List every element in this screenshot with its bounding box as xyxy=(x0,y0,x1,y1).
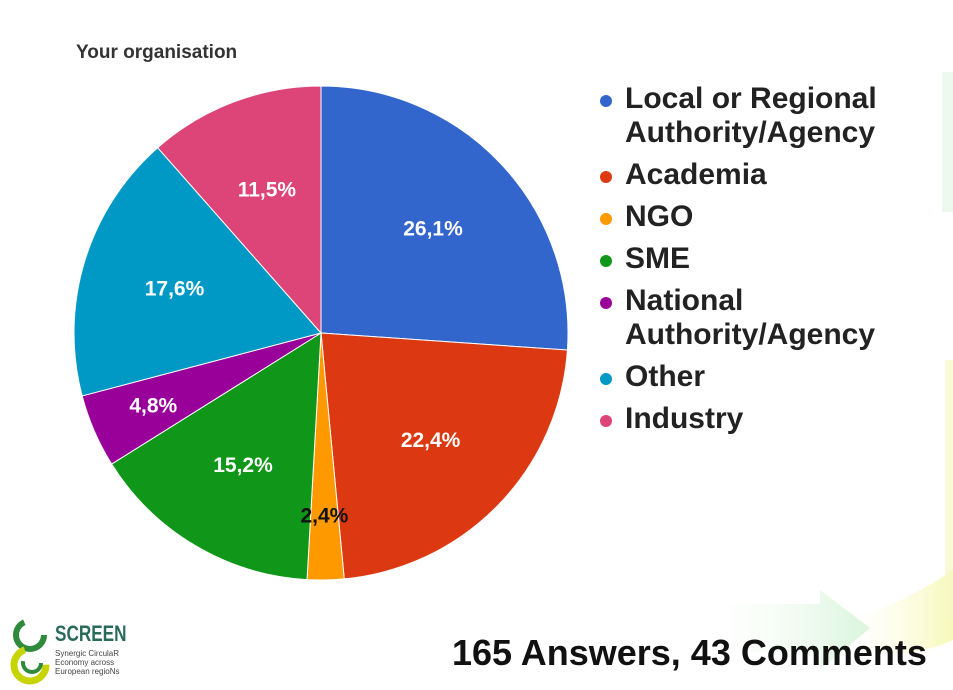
answers-summary: 165 Answers, 43 Comments xyxy=(452,632,927,673)
legend-color-dot xyxy=(600,95,612,107)
chart-title: Your organisation xyxy=(76,42,238,63)
legend-label: Other xyxy=(625,360,706,393)
legend-item: SME xyxy=(598,242,918,276)
legend-label: Industry xyxy=(625,402,744,435)
legend: Local or Regional Authority/Agency Academi… xyxy=(598,82,918,444)
legend-label: NGO xyxy=(625,200,694,233)
slice-value-label: 22,4% xyxy=(401,429,461,452)
logo-tagline-line: European regioNs xyxy=(55,667,120,676)
legend-label-line2: Authority/Agency xyxy=(625,116,876,149)
pie-slice xyxy=(156,85,322,335)
slice-value-label: 15,2% xyxy=(213,454,273,477)
pie-slice xyxy=(110,332,322,581)
legend-color-dot xyxy=(600,213,612,225)
legend-item: Academia xyxy=(598,158,918,192)
yellow-band-decoration xyxy=(850,570,953,654)
slice-value-label: 11,5% xyxy=(238,179,297,202)
legend-label: SME xyxy=(625,242,691,275)
legend-item: NGO xyxy=(598,200,918,234)
legend-label: National xyxy=(625,284,744,317)
legend-color-dot xyxy=(600,255,612,267)
legend-item: National Authority/Agency xyxy=(598,284,918,352)
right-edge-decoration-lower xyxy=(945,360,953,620)
slice-value-label: 17,6% xyxy=(145,277,205,300)
legend-item: Industry xyxy=(598,402,918,436)
green-arrow-decoration xyxy=(690,590,870,670)
pie-slice xyxy=(320,332,568,580)
pie-slice xyxy=(320,85,569,351)
legend-color-dot xyxy=(600,171,612,183)
logo-tagline: Synergic CirculaR Economy across Europea… xyxy=(55,649,135,676)
legend-color-dot xyxy=(600,297,612,309)
slice-value-label: 2,4% xyxy=(300,505,348,528)
legend-item: Local or Regional Authority/Agency xyxy=(598,82,918,150)
logo-tagline-line: Synergic CirculaR xyxy=(55,649,120,658)
legend-label: Academia xyxy=(625,158,767,191)
screen-logo-mark-icon xyxy=(10,618,50,685)
legend-color-dot xyxy=(600,415,612,427)
legend-label: Local or Regional xyxy=(625,82,877,115)
legend-label-line2: Authority/Agency xyxy=(625,318,876,351)
right-edge-decoration xyxy=(942,72,953,212)
slice-value-label: 4,8% xyxy=(129,395,177,418)
logo-tagline-line: Economy across xyxy=(55,658,115,667)
pie-slice xyxy=(73,147,322,397)
legend-color-dot xyxy=(600,373,612,385)
logo-name: SCREEN xyxy=(55,621,127,646)
screen-logo: SCREEN Synergic CirculaR Economy across … xyxy=(8,615,128,689)
slice-value-label: 26,1% xyxy=(403,218,463,241)
legend-item: Other xyxy=(598,360,918,394)
